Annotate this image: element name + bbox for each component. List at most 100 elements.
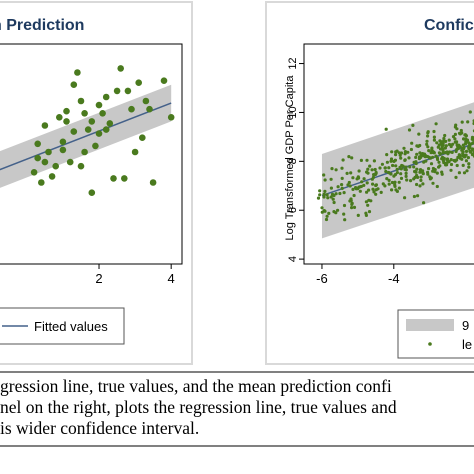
right-point xyxy=(417,132,421,136)
right-point xyxy=(322,173,326,177)
right-point xyxy=(419,178,423,182)
right-point xyxy=(334,192,338,196)
right-x-ticks: -6 -4 xyxy=(316,264,400,286)
right-point xyxy=(372,190,376,194)
left-x-tick-label: 2 xyxy=(95,271,102,286)
right-point xyxy=(383,166,387,170)
right-point xyxy=(357,185,361,189)
right-point xyxy=(422,153,426,157)
right-point xyxy=(470,148,474,152)
right-point xyxy=(427,167,431,171)
right-point xyxy=(468,110,472,114)
right-point xyxy=(395,171,399,175)
right-y-tick-label: 4 xyxy=(287,256,299,262)
right-point xyxy=(347,180,351,185)
left-point xyxy=(70,81,78,88)
figure-caption: gression line, true values, and the mean… xyxy=(0,376,474,439)
right-point xyxy=(350,156,354,160)
right-point xyxy=(463,142,468,146)
left-point xyxy=(117,65,124,72)
right-point xyxy=(397,186,401,190)
right-point xyxy=(453,140,457,144)
right-panel: Confic Log Transformed GDP Per Capita -6… xyxy=(265,1,474,365)
right-point xyxy=(403,167,407,171)
right-point xyxy=(428,156,432,160)
right-point xyxy=(395,189,399,193)
right-point xyxy=(455,163,459,168)
right-point xyxy=(372,159,376,163)
right-point xyxy=(425,139,429,143)
left-point xyxy=(95,101,103,109)
right-point xyxy=(340,186,344,190)
right-point xyxy=(414,155,418,159)
right-point xyxy=(453,132,457,136)
right-point xyxy=(450,150,454,154)
right-point xyxy=(357,169,361,173)
right-point xyxy=(390,150,394,154)
right-point xyxy=(397,180,401,184)
left-point xyxy=(59,138,67,146)
right-point xyxy=(366,167,370,171)
right-point xyxy=(421,182,425,186)
right-point xyxy=(438,152,442,156)
right-point xyxy=(366,203,370,207)
right-point xyxy=(387,166,391,170)
right-point xyxy=(406,150,410,154)
right-point xyxy=(334,168,338,172)
right-point xyxy=(449,162,454,167)
right-point xyxy=(465,139,469,143)
right-point xyxy=(322,192,326,196)
right-point xyxy=(464,149,469,153)
right-point xyxy=(373,167,377,172)
right-point xyxy=(437,160,441,164)
right-point xyxy=(456,144,460,149)
right-point xyxy=(364,200,368,204)
right-point xyxy=(409,179,413,183)
right-point xyxy=(354,187,358,191)
right-point xyxy=(350,206,354,210)
right-point xyxy=(384,169,388,174)
right-point xyxy=(391,163,395,168)
right-point xyxy=(351,187,355,191)
left-point xyxy=(135,79,142,86)
right-point xyxy=(410,141,414,145)
right-point xyxy=(435,171,439,175)
left-point xyxy=(34,154,41,162)
right-point xyxy=(345,171,349,175)
right-x-tick-label: -6 xyxy=(316,271,328,286)
right-point xyxy=(402,146,406,150)
right-point xyxy=(470,137,474,141)
right-point xyxy=(393,180,397,184)
right-point xyxy=(348,184,352,188)
left-point xyxy=(81,110,88,117)
right-point xyxy=(334,211,338,215)
right-point xyxy=(445,158,449,162)
right-point xyxy=(467,165,471,169)
right-point xyxy=(462,171,467,175)
right-point xyxy=(429,151,433,155)
right-point xyxy=(455,158,459,162)
right-point xyxy=(403,196,407,200)
right-point xyxy=(462,154,466,159)
right-point xyxy=(467,147,471,151)
right-point xyxy=(324,217,329,222)
right-point xyxy=(395,167,399,171)
right-point xyxy=(432,138,436,142)
right-point xyxy=(320,210,324,214)
left-point xyxy=(74,69,81,76)
caption-line-2: nel on the right, plots the regression l… xyxy=(0,397,397,417)
right-point xyxy=(340,176,344,180)
right-point xyxy=(371,187,375,191)
right-point xyxy=(415,173,419,178)
right-point xyxy=(453,137,457,141)
left-point xyxy=(142,97,150,105)
right-y-tick-label: 6 xyxy=(287,207,299,213)
right-point xyxy=(405,178,409,182)
right-point xyxy=(336,208,340,212)
right-point xyxy=(403,152,407,156)
right-point xyxy=(455,127,459,131)
right-point xyxy=(446,160,450,164)
right-point xyxy=(394,153,398,157)
right-point xyxy=(435,184,439,189)
